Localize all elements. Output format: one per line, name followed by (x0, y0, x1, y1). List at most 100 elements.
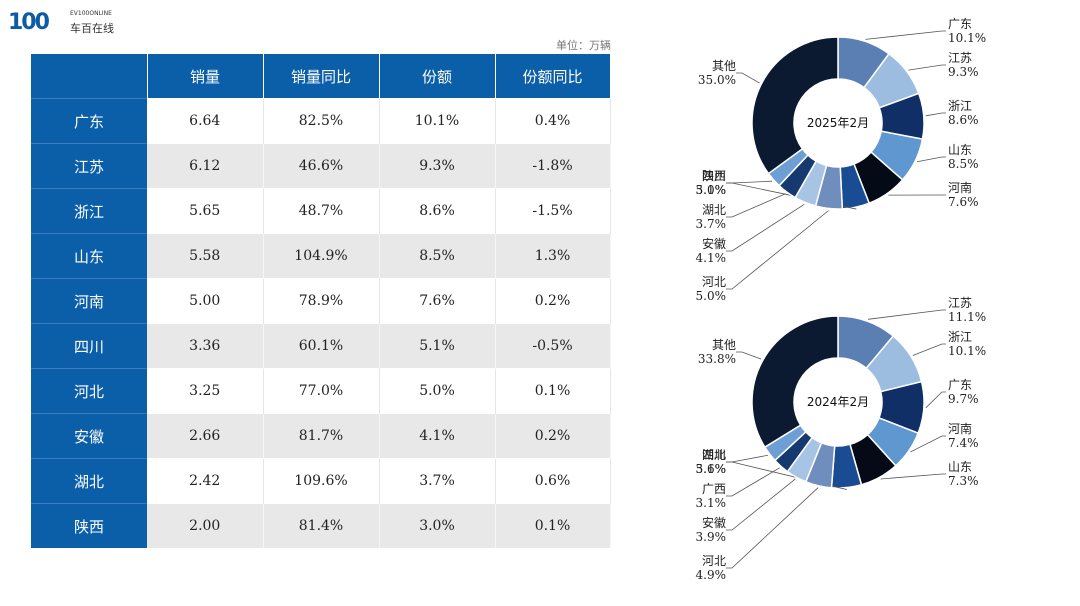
slice-label: 浙江 (948, 330, 972, 344)
sales-cell: 5.65 (147, 188, 264, 234)
leader-line (865, 30, 946, 40)
leader-line (868, 309, 946, 320)
sales-cell: 5.00 (147, 278, 264, 324)
slice-label: 安徽 (702, 236, 726, 251)
table-row: 河北 3.25 77.0% 5.0% 0.1% (31, 368, 611, 414)
slice-percent: 7.3% (948, 474, 979, 488)
donut-charts: 广东10.1%江苏9.3%浙江8.6%山东8.5%河南7.6%四川5.1%河北5… (696, 17, 987, 582)
leader-line (726, 454, 769, 463)
logo-chinese: 车百在线 (70, 22, 114, 35)
slice-percent: 3.7% (696, 217, 727, 231)
sales-cell: 3.36 (147, 323, 264, 369)
slice-percent: 10.1% (948, 344, 986, 358)
sales-cell: 6.12 (147, 143, 264, 189)
leader-line (726, 478, 796, 531)
share-cell: 3.0% (379, 503, 496, 548)
table-row: 浙江 5.65 48.7% 8.6% -1.5% (31, 188, 611, 234)
province-cell: 广东 (31, 98, 147, 144)
table-row: 陕西 2.00 81.4% 3.0% 0.1% (31, 503, 611, 548)
slice-percent: 5.0% (696, 289, 727, 303)
slice-label: 江苏 (948, 51, 972, 65)
sales-yoy-cell: 104.9% (263, 233, 380, 279)
sales-cell: 2.42 (147, 458, 264, 504)
slice-label: 江苏 (948, 296, 972, 310)
slice-percent: 4.9% (696, 568, 727, 582)
slice-percent: 9.3% (948, 65, 979, 79)
leader-line (925, 112, 946, 117)
share-cell: 5.0% (379, 368, 496, 414)
slice-label: 四川 (702, 169, 726, 183)
share-yoy-cell: 0.2% (495, 278, 611, 324)
slice-label: 湖北 (702, 447, 726, 462)
province-cell: 浙江 (31, 188, 147, 234)
slice-label: 河南 (948, 180, 972, 195)
share-cell: 8.6% (379, 188, 496, 234)
province-cell: 陕西 (31, 503, 147, 548)
slice-percent: 5.1% (696, 183, 727, 197)
sales-yoy-cell: 81.7% (263, 413, 380, 459)
slice-percent: 4.1% (696, 251, 727, 265)
sales-cell: 2.66 (147, 413, 264, 459)
slice-label: 山东 (948, 460, 972, 474)
leader-line (736, 72, 760, 84)
leader-line (726, 210, 829, 290)
share-cell: 8.5% (379, 233, 496, 279)
sales-cell: 6.64 (147, 98, 264, 144)
share-cell: 10.1% (379, 98, 496, 144)
slice-percent: 5.6% (696, 462, 727, 476)
slice-percent: 8.6% (948, 113, 979, 127)
sales-yoy-cell: 46.6% (263, 143, 380, 189)
brand-logo: 100 EV100ONLINE 车百在线 (8, 6, 118, 36)
table-row: 江苏 6.12 46.6% 9.3% -1.8% (31, 143, 611, 189)
slice-percent: 3.9% (696, 530, 727, 544)
slice-percent: 3.1% (696, 462, 727, 476)
slice-percent: 33.8% (698, 352, 736, 366)
sales-cell: 5.58 (147, 233, 264, 279)
slice-label: 四川 (702, 448, 726, 462)
slice-percent: 9.7% (948, 392, 979, 406)
slice-percent: 3.0% (696, 183, 727, 197)
province-cell: 安徽 (31, 413, 147, 459)
leader-line (910, 435, 946, 453)
header-share-yoy: 份额同比 (495, 54, 611, 99)
table-row: 四川 3.36 60.1% 5.1% -0.5% (31, 323, 611, 369)
share-yoy-cell: -1.8% (495, 143, 611, 189)
slice-label: 广东 (948, 17, 972, 31)
share-yoy-cell: 0.1% (495, 503, 611, 548)
sales-yoy-cell: 77.0% (263, 368, 380, 414)
table-header-row: 销量 销量同比 份额 份额同比 (31, 54, 611, 99)
province-cell: 江苏 (31, 143, 147, 189)
share-yoy-cell: 0.2% (495, 413, 611, 459)
leader-line (912, 343, 946, 356)
sales-yoy-cell: 82.5% (263, 98, 380, 144)
leader-line (908, 64, 946, 71)
slice-label: 河南 (948, 421, 972, 436)
province-cell: 四川 (31, 323, 147, 369)
sales-yoy-cell: 48.7% (263, 188, 380, 234)
unit-label: 单位：万辆 (556, 39, 611, 52)
province-cell: 湖北 (31, 458, 147, 504)
slice-label: 河北 (702, 275, 726, 289)
share-yoy-cell: 0.6% (495, 458, 611, 504)
header-sales-yoy: 销量同比 (263, 54, 380, 99)
table-row: 山东 5.58 104.9% 8.5% 1.3% (31, 233, 611, 279)
province-cell: 河南 (31, 278, 147, 324)
leader-line (726, 467, 780, 497)
leader-line (736, 351, 762, 360)
leader-line (726, 180, 773, 184)
slice-label: 河北 (702, 554, 726, 568)
donut-center-label: 2025年2月 (807, 116, 869, 130)
table-row: 河南 5.00 78.9% 7.6% 0.2% (31, 278, 611, 324)
sales-yoy-cell: 60.1% (263, 323, 380, 369)
header-corner (31, 54, 148, 99)
slice-percent: 10.1% (948, 31, 986, 45)
share-cell: 7.6% (379, 278, 496, 324)
share-yoy-cell: 1.3% (495, 233, 611, 279)
share-cell: 4.1% (379, 413, 496, 459)
table-row: 湖北 2.42 109.6% 3.7% 0.6% (31, 458, 611, 504)
donut-center-label: 2024年2月 (807, 395, 869, 409)
sales-yoy-cell: 78.9% (263, 278, 380, 324)
leader-line (880, 473, 946, 480)
